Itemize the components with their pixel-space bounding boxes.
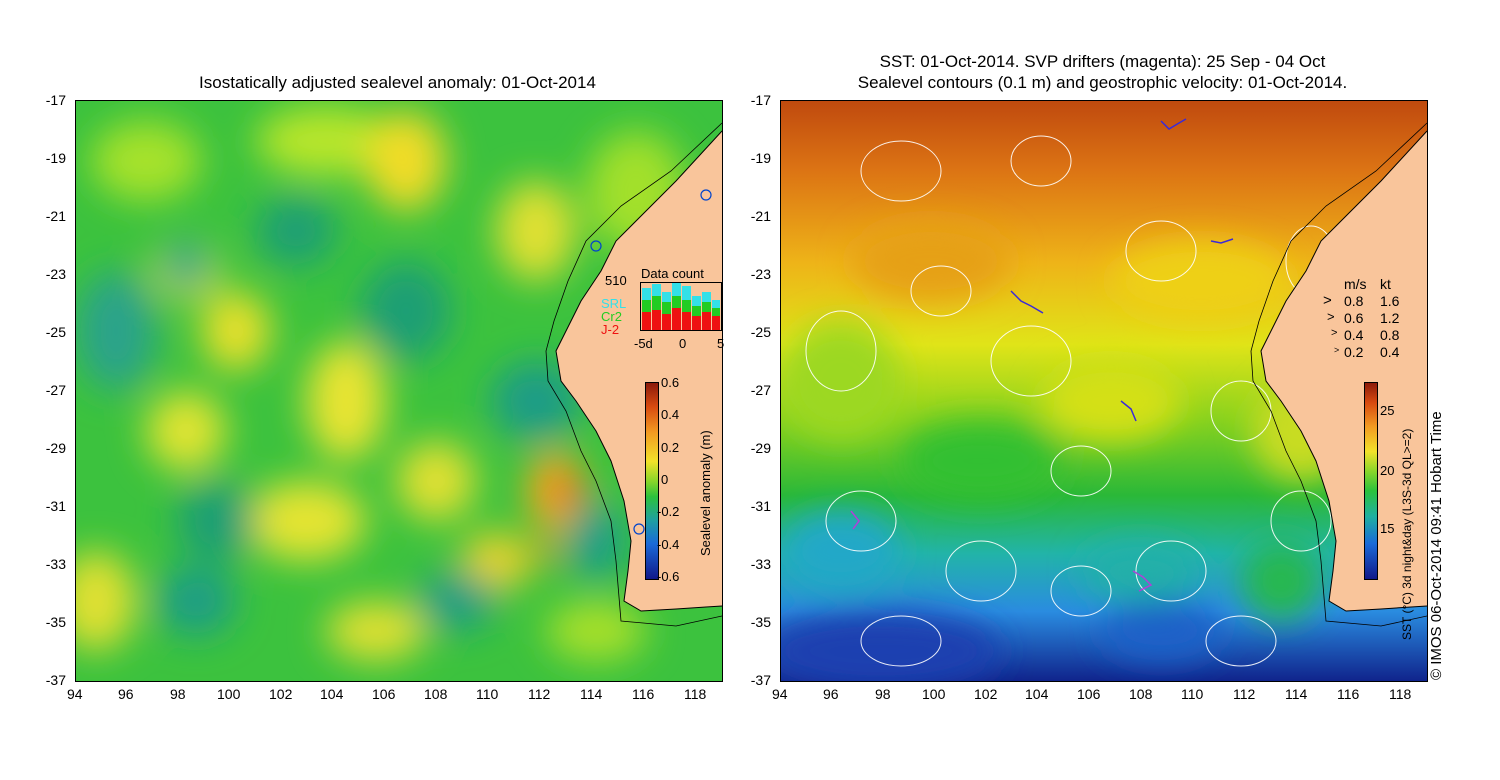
left-x-tick: 102: [269, 686, 293, 702]
left-y-tick: -17: [45, 92, 66, 108]
data-count-bar-chart: [640, 282, 722, 331]
right-y-tick: -35: [750, 614, 771, 630]
sealevel-contours: [805, 135, 1337, 667]
speed-legend-ms-0.6: 0.6: [1344, 310, 1364, 326]
right-x-tick: 108: [1129, 686, 1153, 702]
right-x-tick: 110: [1181, 686, 1204, 702]
left-y-tick: -23: [45, 266, 66, 282]
left-x-tick: 110: [476, 686, 499, 702]
sealevel-colorbar-tick-0.6: 0.6: [661, 375, 680, 390]
right-x-tick: 106: [1077, 686, 1101, 702]
sst-colorbar-tick-25: 25: [1380, 403, 1395, 418]
imos-credit: © IMOS 06-Oct-2014 09:41 Hobart Time: [1428, 411, 1445, 680]
right-x-tick: 104: [1025, 686, 1049, 702]
sealevel-colorbar-tick-minus0.6: -0.6: [657, 569, 680, 584]
right-y-tick: -29: [750, 440, 771, 456]
left-y-tick: -31: [45, 498, 66, 514]
speed-legend-header-ms: m/s: [1344, 276, 1367, 292]
sst-colorbar-tick-20: 20: [1380, 463, 1395, 478]
right-y-tick: -33: [750, 556, 771, 572]
sealevel-colorbar-label: Sealevel anomaly (m): [698, 430, 713, 556]
speed-legend-arrow-0.4: >: [1331, 327, 1338, 339]
right-map-title-line2: Sealevel contours (0.1 m) and geostrophi…: [857, 73, 1348, 92]
left-y-tick: -37: [45, 672, 66, 688]
sealevel-anomaly-field: [76, 101, 722, 681]
right-x-tick: 100: [922, 686, 946, 702]
left-x-tick: 100: [217, 686, 241, 702]
data-count-xtick-0: 0: [679, 336, 687, 351]
left-x-tick: 94: [67, 686, 83, 702]
left-x-tick: 106: [372, 686, 396, 702]
right-x-tick: 116: [1337, 686, 1360, 702]
right-y-tick: -21: [750, 208, 771, 224]
data-count-legend-cr2: Cr2: [601, 309, 622, 324]
drifter-tracks: [1010, 118, 1234, 422]
data-count-legend-srl: SRL: [601, 296, 627, 311]
left-map-title: Isostatically adjusted sealevel anomaly:…: [199, 73, 596, 92]
sealevel-colorbar-tick-0.2: 0.2: [661, 440, 680, 455]
speed-legend-arrow-0.6: >: [1327, 309, 1335, 324]
left-x-tick: 116: [632, 686, 655, 702]
speed-legend-kt-1.6: 1.6: [1380, 293, 1400, 309]
speed-legend-kt-0.4: 0.4: [1380, 344, 1400, 360]
right-x-tick: 112: [1233, 686, 1256, 702]
speed-legend-ms-0.8: 0.8: [1344, 293, 1364, 309]
speed-legend-arrow-0.2: >: [1334, 345, 1340, 355]
sealevel-colorbar-tick-0: 0: [661, 472, 669, 487]
left-x-tick: 114: [580, 686, 603, 702]
data-count-max-label: 510: [605, 273, 627, 288]
left-y-tick: -33: [45, 556, 66, 572]
left-y-tick: -25: [45, 324, 66, 340]
sst-colorbar-label: SST (°C) 3d night&day (L3S-3d QL>=2): [1400, 428, 1414, 640]
right-y-tick: -17: [750, 92, 771, 108]
right-y-tick: -37: [750, 672, 771, 688]
left-x-tick: 108: [424, 686, 448, 702]
left-y-tick: -27: [45, 382, 66, 398]
left-x-tick: 104: [320, 686, 344, 702]
data-count-bars: [642, 283, 720, 330]
left-y-tick: -29: [45, 440, 66, 456]
data-count-xtick-5: 5: [717, 336, 725, 351]
left-x-tick: 112: [528, 686, 551, 702]
right-x-tick: 94: [772, 686, 788, 702]
left-y-tick: -21: [45, 208, 66, 224]
right-y-tick: -19: [750, 150, 771, 166]
left-x-tick: 98: [170, 686, 186, 702]
right-y-tick: -25: [750, 324, 771, 340]
sst-map: [780, 100, 1428, 682]
speed-legend-header-kt: kt: [1380, 276, 1391, 292]
sst-colorbar: [1364, 382, 1378, 580]
left-y-tick: -19: [45, 150, 66, 166]
speed-legend-arrow-0.8: >: [1323, 292, 1332, 309]
svp-drifter-tracks-magenta: [850, 510, 1153, 592]
speed-legend-kt-0.8: 0.8: [1380, 327, 1400, 343]
sealevel-anomaly-map: [75, 100, 723, 682]
sst-colorbar-tick-15: 15: [1380, 521, 1395, 536]
right-x-tick: 96: [823, 686, 839, 702]
right-x-tick: 114: [1285, 686, 1308, 702]
right-map-title-line1: SST: 01-Oct-2014. SVP drifters (magenta)…: [879, 52, 1326, 71]
left-x-tick: 96: [118, 686, 134, 702]
data-count-xtick-minus5d: -5d: [634, 336, 653, 351]
right-x-tick: 98: [875, 686, 891, 702]
data-count-legend-j2: J-2: [601, 322, 620, 337]
sealevel-colorbar-tick-minus0.4: -0.4: [657, 537, 680, 552]
sealevel-colorbar-tick-0.4: 0.4: [661, 407, 680, 422]
right-y-tick: -23: [750, 266, 771, 282]
data-count-title: Data count: [641, 266, 704, 281]
sealevel-colorbar: [645, 382, 659, 580]
right-y-tick: -27: [750, 382, 771, 398]
right-x-tick: 102: [974, 686, 998, 702]
right-y-tick: -31: [750, 498, 771, 514]
speed-legend-ms-0.4: 0.4: [1344, 327, 1364, 343]
left-y-tick: -35: [45, 614, 66, 630]
left-x-tick: 118: [684, 686, 707, 702]
sst-field: [781, 101, 1427, 681]
right-x-tick: 118: [1389, 686, 1412, 702]
speed-legend-kt-1.2: 1.2: [1380, 310, 1400, 326]
sealevel-colorbar-tick-minus0.2: -0.2: [657, 504, 680, 519]
speed-legend-ms-0.2: 0.2: [1344, 344, 1364, 360]
